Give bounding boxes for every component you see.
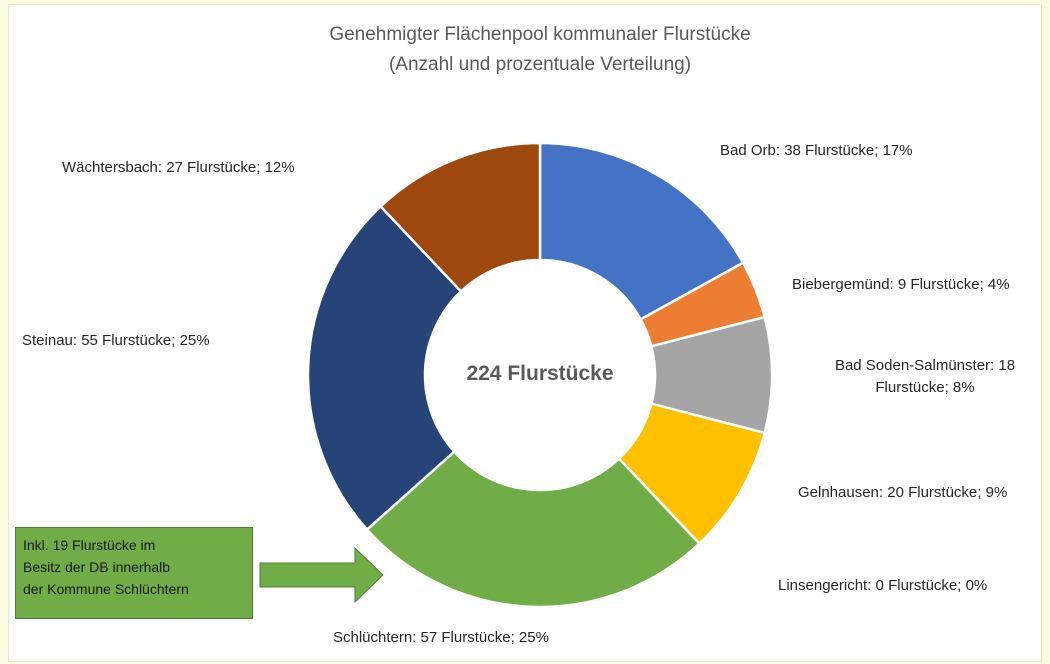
- slice: [378, 141, 542, 294]
- center-label: 224 Flurstücke: [466, 362, 613, 385]
- arrow: [259, 546, 384, 604]
- data-label: Schlüchtern: 57 Flurstücke; 25%: [333, 629, 549, 646]
- data-label: Biebergemünd: 9 Flurstücke; 4%: [792, 276, 1010, 293]
- chart-title: Genehmigter Flächenpool kommunaler Flurs…: [329, 24, 750, 45]
- data-label: Linsengericht: 0 Flurstücke; 0%: [778, 577, 988, 594]
- data-label: Gelnhausen: 20 Flurstücke; 9%: [798, 484, 1008, 501]
- data-label: Steinau: 55 Flurstücke; 25%: [22, 332, 210, 349]
- data-label: Wächtersbach: 27 Flurstücke; 12%: [62, 159, 295, 176]
- slice: [538, 141, 745, 322]
- annotation-line: der Kommune Schlüchtern: [23, 581, 189, 597]
- slice: [365, 449, 702, 609]
- slices: [306, 141, 774, 609]
- slice: [306, 204, 463, 532]
- annotation-line: Besitz der DB innerhalb: [23, 559, 171, 575]
- data-label: Bad Orb: 38 Flurstücke; 17%: [720, 142, 913, 159]
- chart-subtitle: (Anzahl und prozentuale Verteilung): [389, 54, 691, 75]
- data-label: Bad Soden-Salmünster: 18 Flurstücke; 8%: [834, 357, 1016, 396]
- annotation-line: Inkl. 19 Flurstücke im: [23, 537, 156, 553]
- annotation-box: Inkl. 19 Flurstücke im Besitz der DB inn…: [15, 527, 253, 619]
